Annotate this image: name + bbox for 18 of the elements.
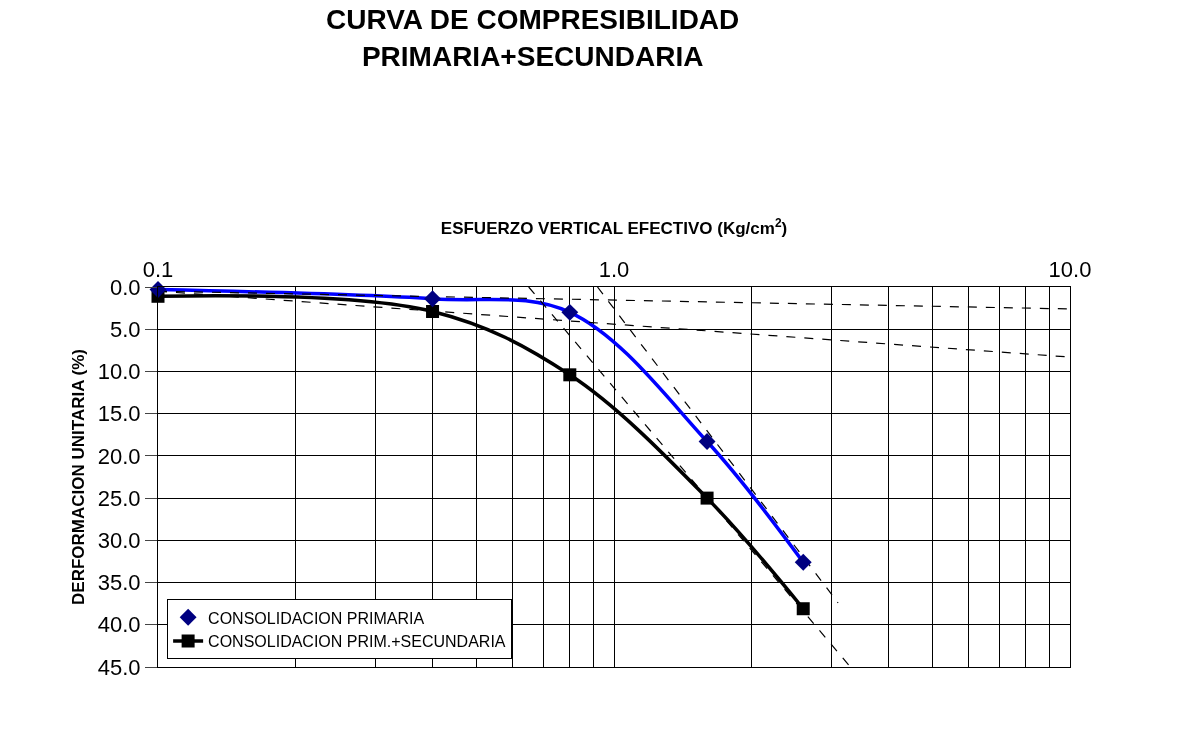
y-tick-label: 20.0 (97, 443, 141, 469)
y-tick-label: 0.0 (110, 274, 141, 300)
y-tick-label: 5.0 (110, 316, 141, 342)
y-axis-title: DERFORMACION UNITARIA (%) (69, 349, 89, 605)
x-tick-label: 10.0 (1048, 257, 1092, 283)
y-tick-label: 40.0 (97, 612, 141, 638)
y-tick-label: 10.0 (97, 359, 141, 385)
y-tick-label: 30.0 (97, 528, 141, 554)
x-tick-label: 1.0 (598, 257, 630, 283)
y-tick-label: 25.0 (97, 485, 141, 511)
legend-label: CONSOLIDACION PRIM.+SECUNDARIA (208, 633, 506, 651)
legend-label: CONSOLIDACION PRIMARIA (208, 609, 425, 627)
y-tick-label: 45.0 (97, 654, 141, 680)
x-tick-label: 0.1 (142, 257, 174, 283)
chart-title: CURVA DE COMPRESIBILIDAD PRIMARIA+SECUNDARIA (326, 4, 740, 72)
x-axis-title: ESFUERZO VERTICAL EFECTIVO (Kg/cm$^{2}$) (440, 215, 788, 238)
y-tick-label: 35.0 (97, 570, 141, 596)
y-tick-label: 15.0 (97, 401, 141, 427)
